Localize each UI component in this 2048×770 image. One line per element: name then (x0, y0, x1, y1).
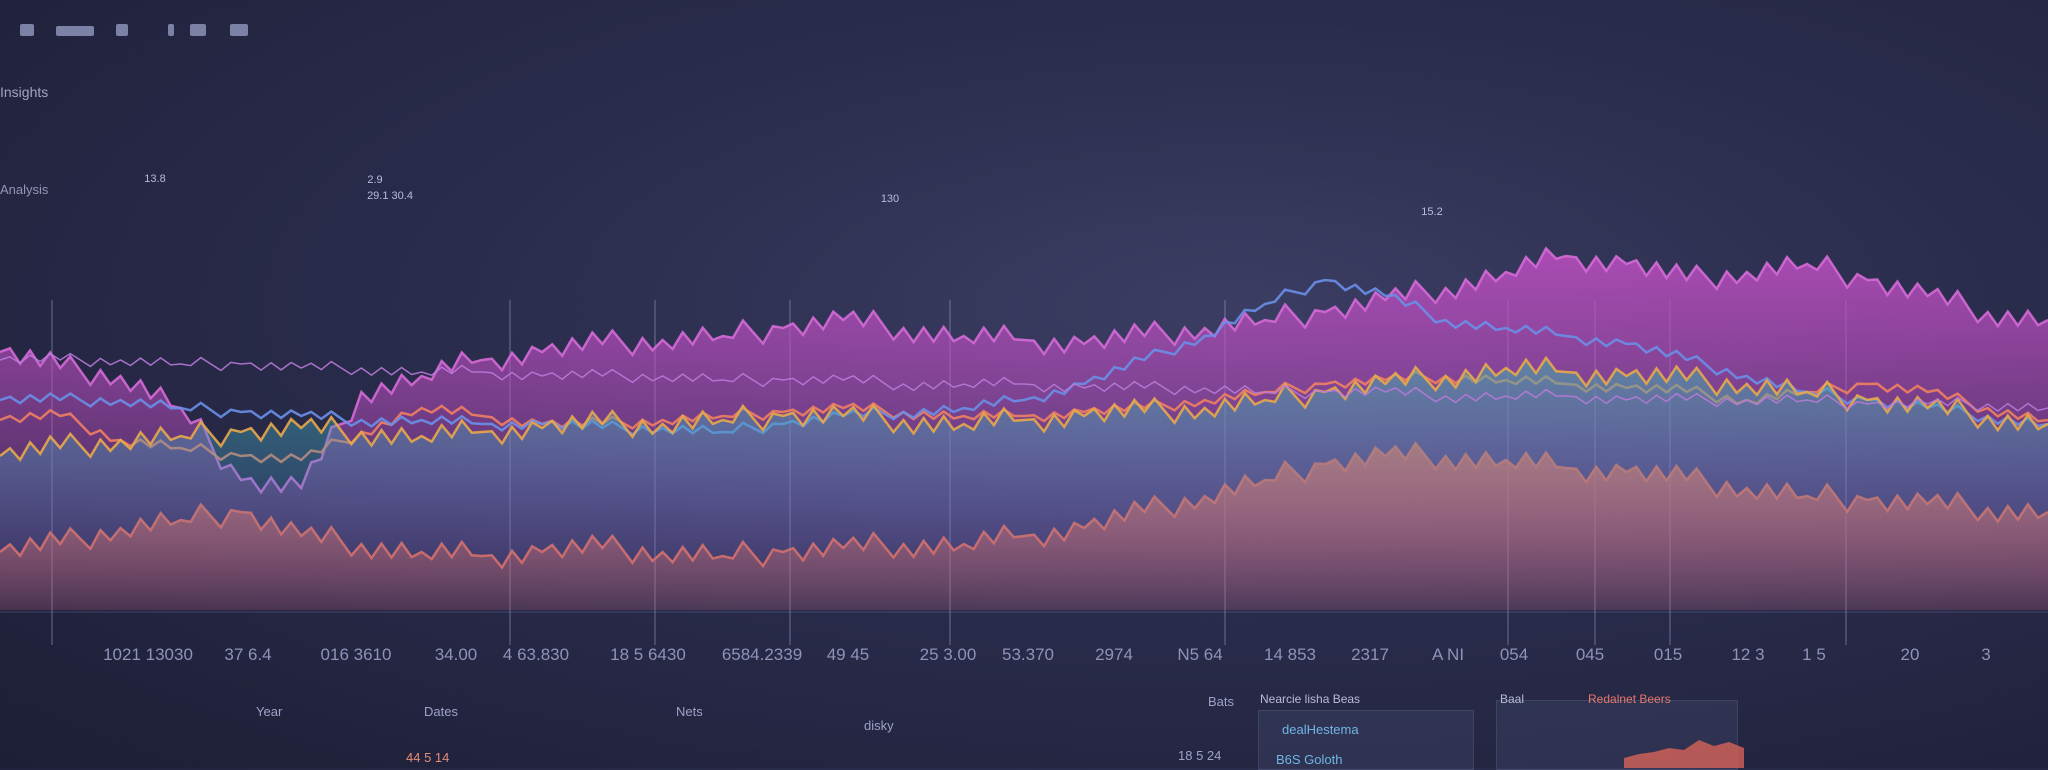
x-tick-label: 34.00 (435, 645, 478, 664)
toolbar (0, 14, 400, 48)
bottom-label-dates: Dates (424, 704, 458, 719)
x-tick-label: 6584.2339 (722, 645, 802, 664)
x-tick-label: 20 (1901, 645, 1920, 664)
bottom-label-nets: Nets (676, 704, 703, 719)
bottom-label-year: Year (256, 704, 283, 719)
x-tick-label: 25 3.00 (920, 645, 977, 664)
value-label: 29.1 30.4 (367, 190, 413, 202)
mini-panel-1-subtitle: Redalnet Beers (1588, 692, 1671, 706)
legend-panel-title: Nearcie lisha Beas (1260, 692, 1361, 706)
sub-label: Analysis (0, 182, 49, 197)
page-title: Insights (0, 84, 49, 100)
x-tick-label: 14 853 (1264, 645, 1316, 664)
user-icon[interactable] (230, 24, 248, 36)
series-orange-area (0, 357, 2048, 610)
x-tick-label: 37 6.4 (224, 645, 271, 664)
bottom-label-value: 44 5 14 (406, 750, 450, 765)
x-tick-label: 015 (1654, 645, 1682, 664)
x-tick-label: 12 3 (1731, 645, 1764, 664)
x-tick-label: 2317 (1351, 645, 1389, 664)
series-orange-line (0, 355, 2048, 462)
window-icon[interactable] (56, 26, 94, 36)
legend-panel-sub[interactable]: B6S Goloth (1276, 752, 1343, 767)
value-label: 13.8 (144, 173, 165, 185)
value-label: 2.9 (367, 174, 382, 186)
x-tick-label: 18 5 6430 (610, 645, 686, 664)
x-tick-label: 3 (1981, 645, 1990, 664)
value-label: 130 (881, 193, 899, 205)
legend-panel-link[interactable]: dealHestema (1282, 722, 1359, 737)
bookmark-icon[interactable] (168, 24, 174, 36)
series-violet-trend-line (0, 352, 2048, 413)
mini-chart (1624, 740, 1744, 768)
x-tick-label: 054 (1500, 645, 1528, 664)
legend-panel (1258, 710, 1474, 770)
series-magenta-line (0, 246, 2048, 495)
mini-panel-1-title: Baal (1500, 692, 1525, 706)
bottom-label-bats: Bats (1208, 694, 1235, 709)
x-tick-label: 016 3610 (321, 645, 392, 664)
x-tick-label: 1 5 (1802, 645, 1826, 664)
x-tick-label: 49 45 (827, 645, 870, 664)
bottom-label-value-2: 18 5 24 (1178, 748, 1222, 763)
value-label: 15.2 (1421, 206, 1442, 218)
x-tick-label: 2974 (1095, 645, 1133, 664)
x-tick-label: A NI (1432, 645, 1464, 664)
x-tick-label: 53.370 (1002, 645, 1054, 664)
x-axis-ticks: 1021 13030 37 6.4 016 3610 34.00 4 63.830 18 … (103, 645, 1991, 664)
x-tick-label: 1021 13030 (103, 645, 193, 664)
bottom-label-disky: disky (864, 718, 894, 733)
bell-icon[interactable] (20, 24, 34, 36)
value-labels: 2.9 29.1 30.4 130 13.8 15.2 (144, 173, 1442, 218)
folder-icon[interactable] (190, 24, 206, 36)
x-tick-label: N5 64 (1177, 645, 1222, 664)
x-tick-label: 4 63.830 (503, 645, 569, 664)
series-layer (0, 246, 2048, 610)
mini-chart-area (1624, 740, 1744, 768)
x-tick-label: 045 (1576, 645, 1604, 664)
grid-icon[interactable] (116, 24, 128, 36)
series-blue-line (0, 278, 2048, 436)
